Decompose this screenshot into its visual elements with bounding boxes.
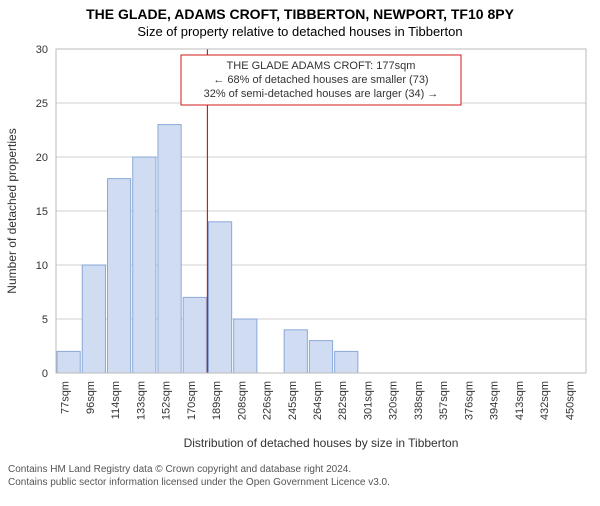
svg-text:226sqm: 226sqm — [262, 381, 274, 420]
svg-text:133sqm: 133sqm — [135, 381, 147, 420]
svg-text:77sqm: 77sqm — [60, 381, 72, 414]
bar — [309, 341, 332, 373]
svg-text:394sqm: 394sqm — [489, 381, 501, 420]
bar — [133, 157, 156, 373]
svg-text:152sqm: 152sqm — [161, 381, 173, 420]
bar — [208, 222, 231, 373]
histogram-chart: 0 5 10 15 20 25 30 77sqm 96sqm 114sqm 133sqm 152sqm… — [0, 39, 600, 459]
annotation-line: 32% of semi-detached houses are larger (… — [204, 88, 439, 100]
svg-text:245sqm: 245sqm — [287, 381, 299, 420]
svg-text:282sqm: 282sqm — [337, 381, 349, 420]
svg-text:432sqm: 432sqm — [539, 381, 551, 420]
page-title: THE GLADE, ADAMS CROFT, TIBBERTON, NEWPO… — [0, 6, 600, 22]
svg-text:96sqm: 96sqm — [85, 381, 97, 414]
bar — [158, 125, 181, 373]
chart-svg: 0 5 10 15 20 25 30 77sqm 96sqm 114sqm 133sqm 152sqm… — [0, 39, 600, 459]
bar — [335, 351, 358, 373]
annotation-line: THE GLADE ADAMS CROFT: 177sqm — [227, 60, 416, 72]
svg-text:338sqm: 338sqm — [413, 381, 425, 420]
svg-text:30: 30 — [36, 44, 48, 56]
bar — [57, 351, 80, 373]
svg-text:357sqm: 357sqm — [438, 381, 450, 420]
svg-text:0: 0 — [42, 368, 48, 380]
bar — [82, 265, 105, 373]
footer-line-1: Contains HM Land Registry data © Crown c… — [8, 463, 592, 476]
svg-text:450sqm: 450sqm — [564, 381, 576, 420]
footer-line-2: Contains public sector information licen… — [8, 476, 592, 489]
y-axis-label: Number of detached properties — [5, 128, 19, 293]
svg-text:264sqm: 264sqm — [312, 381, 324, 420]
annotation-line: ← 68% of detached houses are smaller (73… — [213, 74, 428, 86]
page-subtitle: Size of property relative to detached ho… — [0, 24, 600, 39]
svg-text:25: 25 — [36, 98, 48, 110]
svg-text:376sqm: 376sqm — [463, 381, 475, 420]
bar — [183, 297, 206, 373]
svg-text:320sqm: 320sqm — [388, 381, 400, 420]
svg-text:5: 5 — [42, 314, 48, 326]
svg-text:15: 15 — [36, 206, 48, 218]
svg-text:20: 20 — [36, 152, 48, 164]
bar — [234, 319, 257, 373]
x-axis-label: Distribution of detached houses by size … — [184, 436, 459, 450]
svg-text:208sqm: 208sqm — [236, 381, 248, 420]
svg-text:10: 10 — [36, 260, 48, 272]
svg-text:413sqm: 413sqm — [514, 381, 526, 420]
svg-text:189sqm: 189sqm — [211, 381, 223, 420]
svg-text:301sqm: 301sqm — [362, 381, 374, 420]
svg-text:114sqm: 114sqm — [110, 381, 122, 419]
bar — [284, 330, 307, 373]
svg-text:170sqm: 170sqm — [186, 381, 198, 420]
bar — [107, 179, 130, 373]
